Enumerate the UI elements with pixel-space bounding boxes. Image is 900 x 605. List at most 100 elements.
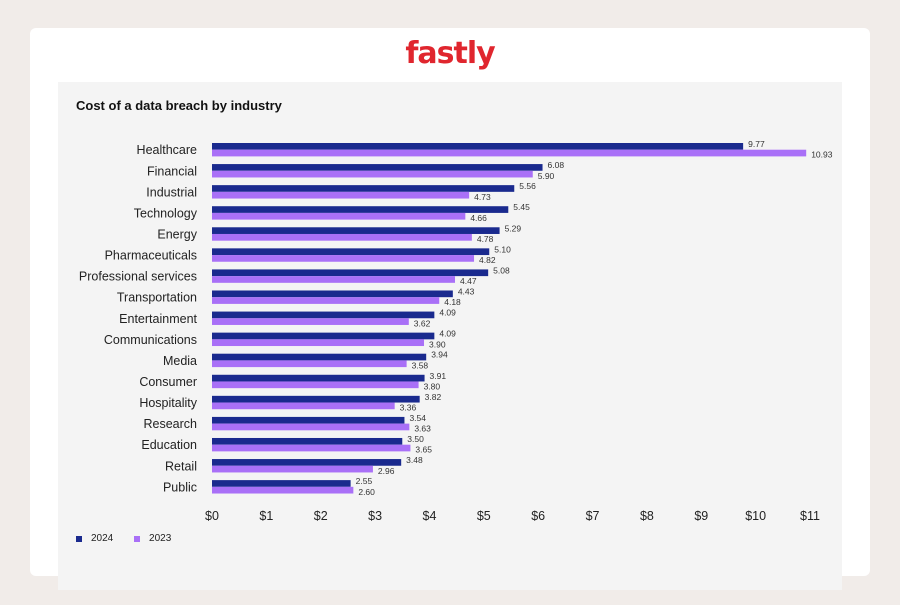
value-label-healthcare-2023: 10.93	[811, 150, 833, 160]
bar-education-2023	[212, 444, 411, 452]
value-label-retail-2023: 2.96	[378, 466, 395, 476]
bar-public-2023	[212, 486, 354, 494]
bar-technology-2024	[212, 206, 509, 213]
x-tick-label-4: $4	[423, 509, 437, 523]
value-label-entertainment-2024: 4.09	[439, 308, 456, 318]
bar-pharmaceuticals-2023	[212, 255, 475, 262]
x-tick-label-1: $1	[259, 509, 273, 523]
x-tick-label-0: $0	[205, 509, 219, 523]
value-label-entertainment-2023: 3.62	[414, 318, 431, 328]
bar-media-2023	[212, 360, 407, 368]
category-label-professional-services: Professional services	[79, 270, 197, 284]
value-label-technology-2023: 4.66	[470, 213, 487, 223]
value-label-hospitality-2024: 3.82	[425, 392, 442, 402]
bar-healthcare-2023	[212, 149, 807, 157]
value-label-industrial-2023: 4.73	[474, 192, 491, 202]
value-label-communications-2023: 3.90	[429, 339, 446, 349]
category-label-energy: Energy	[157, 227, 197, 241]
bar-healthcare-2024	[212, 143, 744, 150]
x-tick-label-6: $6	[531, 509, 545, 523]
bar-energy-2023	[212, 233, 472, 241]
category-label-research: Research	[144, 417, 198, 431]
bar-financial-2023	[212, 170, 533, 178]
x-tick-label-5: $5	[477, 509, 491, 523]
x-tick-label-11: $11	[800, 509, 820, 523]
bar-public-2024	[212, 480, 351, 487]
x-tick-label-10: $10	[745, 509, 766, 523]
bar-communications-2023	[212, 339, 425, 347]
value-label-hospitality-2023: 3.36	[400, 403, 417, 413]
value-label-healthcare-2024: 9.77	[748, 139, 765, 149]
value-label-transportation-2024: 4.43	[458, 286, 475, 296]
bar-pharmaceuticals-2024	[212, 248, 490, 256]
legend-label-2023: 2023	[149, 533, 172, 544]
bar-technology-2023	[212, 212, 466, 220]
category-label-hospitality: Hospitality	[139, 396, 197, 410]
bar-education-2024	[212, 437, 403, 445]
value-label-retail-2024: 3.48	[406, 455, 423, 465]
x-tick-label-3: $3	[368, 509, 382, 523]
fastly-logo: fastly	[405, 36, 495, 71]
value-label-education-2024: 3.50	[407, 434, 424, 444]
value-label-energy-2024: 5.29	[505, 223, 522, 233]
bar-transportation-2024	[212, 290, 453, 298]
bar-media-2024	[212, 353, 427, 361]
value-label-financial-2024: 6.08	[548, 160, 565, 170]
category-label-technology: Technology	[134, 206, 198, 220]
x-tick-label-2: $2	[314, 509, 328, 523]
chart-panel: Cost of a data breach by industry Health…	[58, 82, 842, 590]
chart-legend: 2024 2023	[76, 533, 189, 545]
value-label-consumer-2024: 3.91	[430, 371, 447, 381]
bar-retail-2024	[212, 459, 402, 466]
x-tick-label-7: $7	[586, 509, 600, 523]
chart-title: Cost of a data breach by industry	[76, 98, 282, 113]
value-label-professional-services-2024: 5.08	[493, 265, 510, 275]
bar-financial-2024	[212, 164, 543, 171]
bar-industrial-2024	[212, 185, 515, 192]
bar-transportation-2023	[212, 297, 440, 304]
value-label-pharmaceuticals-2024: 5.10	[494, 244, 511, 254]
bar-hospitality-2023	[212, 402, 395, 410]
value-label-pharmaceuticals-2023: 4.82	[479, 255, 496, 265]
bar-hospitality-2024	[212, 395, 420, 403]
category-label-industrial: Industrial	[146, 185, 197, 199]
category-label-retail: Retail	[165, 459, 197, 473]
legend-item-2024: 2024	[76, 533, 113, 544]
value-label-research-2024: 3.54	[409, 413, 426, 423]
bar-energy-2024	[212, 227, 500, 234]
category-label-consumer: Consumer	[139, 375, 197, 389]
legend-item-2023: 2023	[134, 533, 171, 544]
x-tick-label-8: $8	[640, 509, 654, 523]
legend-swatch-2023	[134, 535, 141, 542]
bar-chart: Healthcare 9.77 10.93 Financial 6.085.90 Indu…	[79, 139, 833, 523]
bar-research-2023	[212, 423, 410, 431]
category-label-communications: Communications	[104, 333, 197, 347]
x-tick-label-9: $9	[694, 509, 708, 523]
value-label-energy-2023: 4.78	[477, 234, 494, 244]
value-label-communications-2024: 4.09	[439, 329, 456, 339]
value-label-media-2023: 3.58	[412, 360, 429, 370]
value-label-consumer-2023: 3.80	[424, 381, 441, 391]
card-frame: fastly Cost of a data breach by industry…	[30, 28, 870, 590]
bar-professional-services-2023	[212, 276, 456, 283]
bar-research-2024	[212, 416, 405, 424]
value-label-education-2023: 3.65	[415, 445, 432, 455]
bar-consumer-2023	[212, 381, 419, 389]
bar-consumer-2024	[212, 374, 425, 382]
bar-professional-services-2024	[212, 269, 489, 277]
bar-entertainment-2024	[212, 311, 435, 319]
bar-industrial-2023	[212, 191, 470, 199]
value-label-professional-services-2023: 4.47	[460, 276, 477, 286]
value-label-research-2023: 3.63	[414, 424, 431, 434]
category-label-public: Public	[163, 480, 197, 494]
value-label-industrial-2024: 5.56	[519, 181, 536, 191]
legend-swatch-2024	[76, 535, 82, 542]
value-label-transportation-2023: 4.18	[444, 297, 461, 307]
value-label-public-2023: 2.60	[358, 487, 375, 497]
value-label-technology-2024: 5.45	[513, 202, 530, 212]
value-label-media-2024: 3.94	[431, 350, 448, 360]
legend-label-2024: 2024	[91, 533, 114, 544]
category-label-pharmaceuticals: Pharmaceuticals	[105, 249, 197, 263]
value-label-financial-2023: 5.90	[538, 171, 555, 181]
bar-communications-2024	[212, 332, 435, 340]
